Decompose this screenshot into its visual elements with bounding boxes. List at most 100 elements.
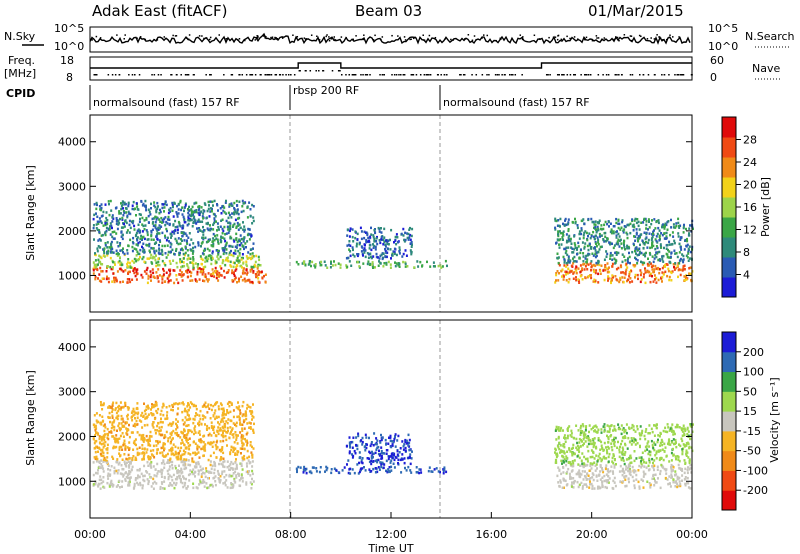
velocity-cell-1: [239, 447, 242, 450]
power-cell-6: [590, 217, 593, 221]
velocity-cell-3: [357, 434, 360, 438]
power-cell-4: [370, 256, 373, 260]
power-cell-6: [668, 250, 671, 253]
velocity-cell-4: [622, 470, 625, 473]
power-cell-0: [215, 276, 218, 280]
velocity-cell-1: [238, 417, 241, 420]
power-cell-4: [374, 248, 377, 251]
power-cell-5: [603, 278, 606, 282]
velocity-cell-4: [645, 466, 648, 469]
velocity-cell-1: [246, 422, 249, 425]
power-cell-2: [192, 249, 194, 253]
power-cell-2: [139, 240, 141, 244]
velocity-cell-3: [355, 436, 358, 439]
velocity-cell-1: [229, 432, 232, 435]
power-cell-0: [242, 269, 245, 272]
velocity-cell-0: [171, 460, 174, 464]
power-cell-2: [147, 221, 150, 224]
power-cell-3: [331, 264, 334, 267]
velocity-cell-1: [140, 420, 143, 423]
velocity-cell-4: [623, 476, 626, 479]
velocity-cell-4: [625, 465, 628, 468]
velocity-cell-1: [118, 427, 121, 430]
power-cell-2: [158, 243, 160, 247]
power-cell-3: [346, 265, 349, 269]
power-cell-4: [368, 244, 371, 247]
velocity-cell-3: [404, 449, 407, 453]
power-cell-1: [150, 261, 153, 264]
power-cell-6: [637, 220, 640, 224]
velocity-cell-2: [364, 469, 367, 472]
velocity-cell-1: [171, 448, 174, 452]
power-cell-5: [646, 270, 649, 274]
power-cell-5: [620, 271, 623, 274]
power-cell-2: [141, 245, 143, 249]
power-cell-2: [154, 205, 157, 209]
noise-search-point: [656, 34, 658, 36]
power-cell-0: [168, 268, 171, 272]
velocity-cell-3: [397, 462, 399, 465]
velocity-cell-2: [296, 469, 298, 472]
power-cell-5: [648, 264, 651, 267]
power-cell-2: [206, 247, 209, 251]
velocity-cell-0: [150, 461, 153, 464]
velocity-cell-1: [206, 424, 209, 428]
power-cell-6: [626, 244, 629, 248]
power-cell-3: [404, 262, 407, 266]
velocity-cell-1: [101, 420, 104, 423]
velocity-cell-1: [162, 446, 165, 449]
power-cell-2: [222, 249, 225, 252]
velocity-cell-0: [119, 472, 122, 475]
power-cell-2: [150, 207, 152, 210]
power-cell-1: [102, 254, 105, 257]
power-cell-2: [242, 221, 244, 224]
power-cell-4: [349, 244, 352, 247]
power-cell-2: [158, 218, 161, 221]
velocity-cell-1: [230, 430, 232, 434]
power-cell-2: [192, 246, 194, 250]
velocity-cell-0: [179, 480, 182, 484]
velocity-cell-1: [165, 454, 168, 457]
velocity-cell-1: [175, 456, 178, 459]
power-cell-2: [145, 229, 148, 232]
velocity-cell-0: [219, 479, 222, 482]
power-cell-6: [660, 246, 663, 249]
velocity-cell-0: [107, 468, 109, 471]
velocity-cell-1: [184, 409, 187, 413]
power-cell-2: [159, 252, 162, 255]
velocity-cell-4: [601, 476, 604, 479]
velocity-cell-3: [394, 435, 396, 438]
power-cell-2: [143, 248, 146, 252]
velocity-cell-1: [252, 428, 255, 432]
power-cell-3: [382, 265, 385, 268]
noise-search-point: [482, 34, 485, 36]
velocity-cell-1: [123, 439, 126, 442]
velocity-cell-4: [644, 472, 647, 476]
noise-search-point: [244, 39, 246, 42]
velocity-cell-0: [128, 466, 131, 469]
power-cell-2: [137, 241, 140, 245]
power-cell-1: [254, 265, 257, 268]
power-cell-6: [677, 221, 680, 225]
velocity-cell-1: [124, 448, 127, 451]
velocity-cell-0: [195, 463, 198, 466]
nave-point: [241, 74, 244, 76]
velocity-cell-1: [212, 428, 215, 431]
noise-search-point: [381, 36, 384, 38]
power-cell-2: [128, 231, 131, 234]
power-cell-5: [565, 279, 568, 282]
power-cell-6: [643, 252, 646, 256]
velocity-cell-1: [174, 453, 177, 456]
power-cell-6: [633, 219, 636, 222]
power-cell-6: [638, 237, 641, 240]
velocity-cell-0: [184, 466, 187, 470]
power-cell-5: [575, 278, 578, 282]
power-cell-0: [131, 278, 134, 281]
power-colorbar-frame: [721, 116, 737, 298]
velocity-cell-3: [380, 454, 383, 458]
velocity-cell-0: [95, 471, 97, 475]
velocity-cell-0: [129, 470, 132, 474]
velocity-cell-1: [147, 413, 150, 416]
velocity-cell-4: [571, 481, 573, 484]
noise-search-point: [174, 35, 177, 37]
